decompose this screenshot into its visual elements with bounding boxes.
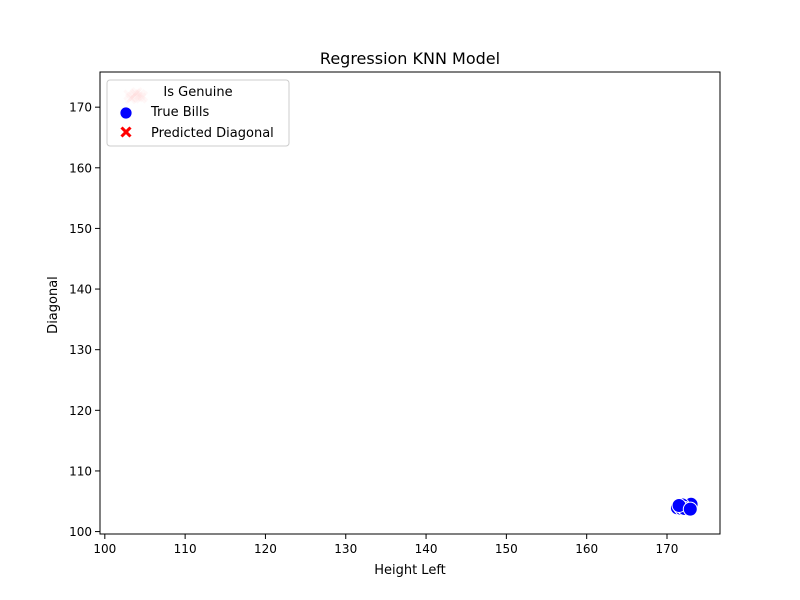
y-tick-label: 120 bbox=[69, 404, 92, 418]
y-tick-label: 140 bbox=[69, 283, 92, 297]
x-tick-label: 110 bbox=[174, 542, 197, 556]
data-point-true-bills bbox=[682, 501, 698, 517]
x-tick-label: 160 bbox=[575, 542, 598, 556]
legend: Is Genuine True Bills Predicted Diagonal bbox=[106, 79, 290, 147]
x-tick-label: 120 bbox=[254, 542, 277, 556]
y-tick-label: 160 bbox=[69, 161, 92, 175]
legend-marker-circle bbox=[119, 106, 133, 120]
x-tick-label: 130 bbox=[334, 542, 357, 556]
y-axis-label: Diagonal bbox=[46, 276, 61, 334]
x-axis-label: Height Left bbox=[374, 563, 446, 578]
chart-title: Regression KNN Model bbox=[320, 49, 500, 68]
x-tick-label: 170 bbox=[656, 542, 679, 556]
x-tick-label: 150 bbox=[495, 542, 518, 556]
plot-frame bbox=[99, 71, 721, 535]
y-tick-label: 170 bbox=[69, 101, 92, 115]
x-tick-label: 140 bbox=[415, 542, 438, 556]
y-tick-label: 110 bbox=[69, 464, 92, 478]
legend-marker-x bbox=[120, 126, 132, 138]
y-tick-label: 100 bbox=[69, 525, 92, 539]
legend-entry-true-bills: True Bills bbox=[150, 105, 209, 120]
y-tick-label: 130 bbox=[69, 343, 92, 357]
x-tick-label: 100 bbox=[93, 542, 116, 556]
legend-title: Is Genuine bbox=[163, 85, 232, 100]
legend-entry-predicted-diagonal: Predicted Diagonal bbox=[151, 126, 274, 141]
y-tick-label: 150 bbox=[69, 222, 92, 236]
legend-frame bbox=[106, 79, 290, 147]
axes-layer: 100 110 120 130 140 150 160 170 100 110 120 130 140 1… bbox=[69, 71, 721, 556]
